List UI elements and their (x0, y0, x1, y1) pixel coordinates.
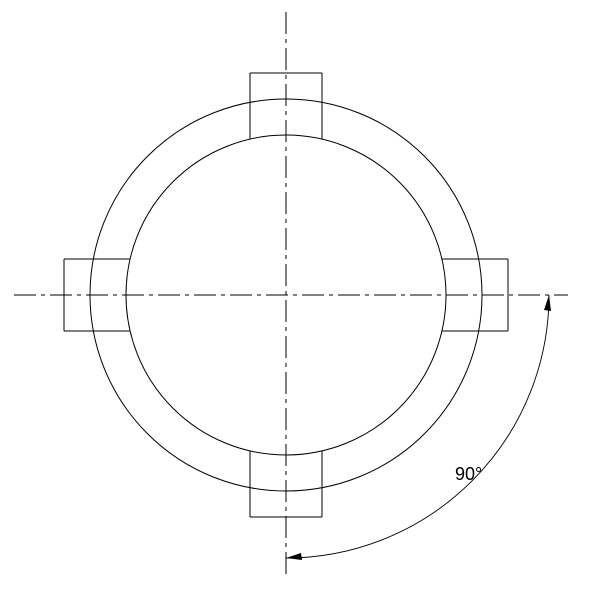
angle-dimension (286, 295, 551, 560)
dimension-arc (286, 295, 549, 558)
angle-label: 90° (455, 464, 482, 484)
dimension-arrow-start (544, 295, 551, 311)
centerlines (14, 12, 568, 577)
technical-drawing: 90° (0, 0, 608, 598)
dimension-arrow-end (286, 553, 302, 560)
